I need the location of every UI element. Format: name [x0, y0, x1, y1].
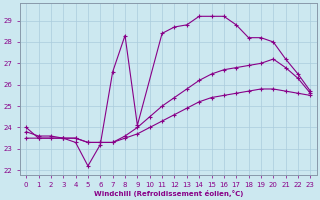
- X-axis label: Windchill (Refroidissement éolien,°C): Windchill (Refroidissement éolien,°C): [93, 190, 243, 197]
